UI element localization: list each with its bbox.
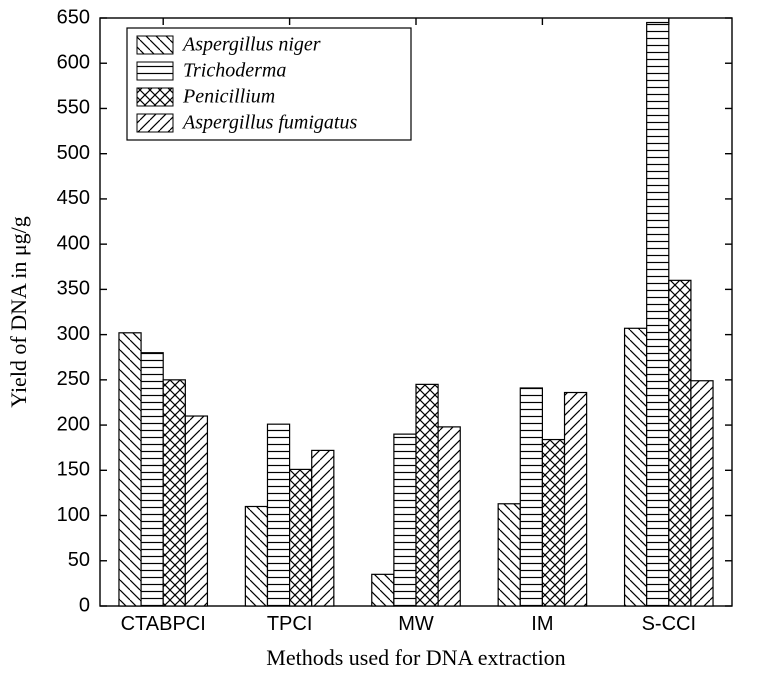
x-tick-label: CTABPCI bbox=[121, 613, 206, 635]
legend-label: Penicillium bbox=[182, 85, 275, 107]
x-tick-label: S-CCI bbox=[642, 613, 696, 635]
bar bbox=[520, 388, 542, 606]
chart-svg: 0 50 100 150 200 250 300 350 400 450 500 550 600 650 C… bbox=[0, 0, 768, 679]
bar bbox=[542, 440, 564, 606]
bar bbox=[565, 393, 587, 606]
bar bbox=[185, 416, 207, 606]
legend-label: Trichoderma bbox=[183, 59, 286, 81]
bar bbox=[245, 506, 267, 606]
y-tick-label: 400 bbox=[57, 232, 90, 254]
legend-label: Aspergillus fumigatus bbox=[181, 111, 357, 133]
x-axis-label: Methods used for DNA extraction bbox=[266, 645, 565, 670]
legend-swatch bbox=[137, 36, 173, 54]
bar bbox=[394, 434, 416, 606]
legend-swatch bbox=[137, 88, 173, 106]
y-tick-label: 100 bbox=[57, 504, 90, 526]
y-axis-label: Yield of DNA in μg/g bbox=[6, 216, 31, 407]
y-tick-label: 300 bbox=[57, 323, 90, 345]
y-tick-label: 200 bbox=[57, 413, 90, 435]
bar bbox=[691, 381, 713, 606]
bar bbox=[119, 333, 141, 606]
x-tick-label: IM bbox=[531, 613, 553, 635]
y-tick-label: 600 bbox=[57, 52, 90, 74]
bar bbox=[312, 450, 334, 606]
bar-chart: 0 50 100 150 200 250 300 350 400 450 500 550 600 650 C… bbox=[0, 0, 768, 679]
legend-swatch bbox=[137, 114, 173, 132]
y-tick-label: 250 bbox=[57, 368, 90, 390]
y-tick-label: 500 bbox=[57, 142, 90, 164]
y-tick-label: 650 bbox=[57, 6, 90, 28]
y-tick-label: 550 bbox=[57, 97, 90, 119]
bar bbox=[290, 469, 312, 606]
bar bbox=[647, 23, 669, 606]
bar bbox=[416, 384, 438, 606]
bar bbox=[267, 424, 289, 606]
legend-label: Aspergillus niger bbox=[181, 33, 321, 55]
x-tick-label: TPCI bbox=[267, 613, 313, 635]
bar bbox=[625, 328, 647, 606]
bar bbox=[163, 380, 185, 606]
bar bbox=[669, 280, 691, 606]
y-tick-label: 450 bbox=[57, 187, 90, 209]
bar bbox=[498, 504, 520, 606]
bar bbox=[372, 574, 394, 606]
y-tick-label: 150 bbox=[57, 459, 90, 481]
bar bbox=[438, 427, 460, 606]
x-tick-label: MW bbox=[398, 613, 434, 635]
bar bbox=[141, 353, 163, 606]
y-tick-label: 350 bbox=[57, 278, 90, 300]
y-tick-label: 0 bbox=[79, 594, 90, 616]
y-tick-label: 50 bbox=[68, 549, 90, 571]
legend-swatch bbox=[137, 62, 173, 80]
